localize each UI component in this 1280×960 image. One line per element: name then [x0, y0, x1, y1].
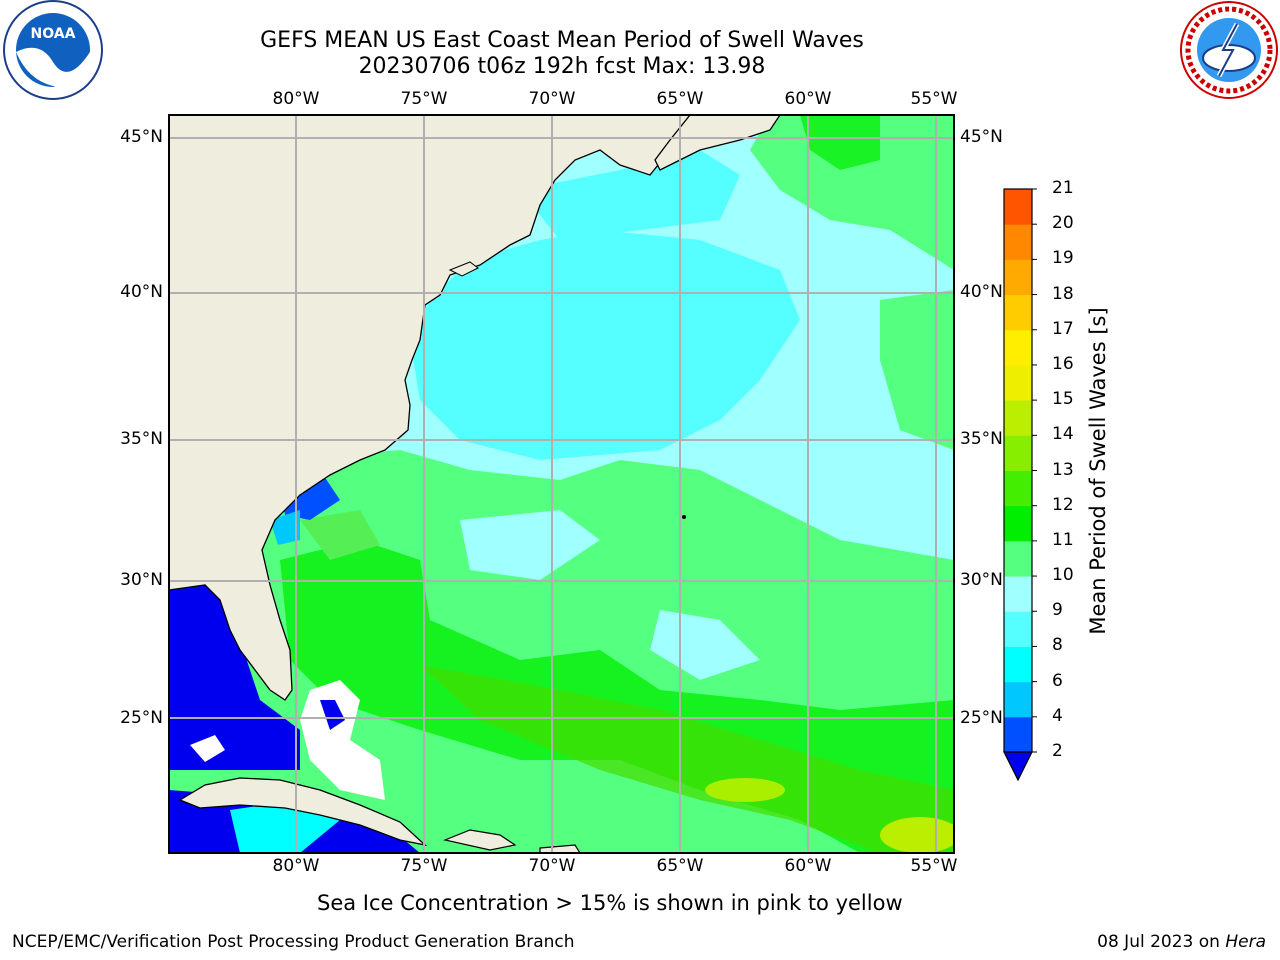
swell-zone-13-14 — [880, 817, 954, 853]
lat-tick-left: 45°N — [120, 127, 163, 147]
colorbar-segment — [1004, 364, 1032, 401]
footer-date: 08 Jul 2023 on Hera — [1097, 932, 1266, 952]
lon-tick-top: 80°W — [272, 89, 320, 109]
lon-tick-bottom: 60°W — [784, 856, 832, 876]
lat-tick-right: 35°N — [960, 429, 1003, 449]
lat-tick-left: 30°N — [120, 570, 163, 590]
lon-tick-top: 60°W — [784, 89, 832, 109]
lon-tick-top: 65°W — [656, 89, 704, 109]
colorbar-tick-label: 8 — [1052, 635, 1063, 656]
map-title: GEFS MEAN US East Coast Mean Period of S… — [260, 28, 864, 53]
colorbar-segment — [1004, 435, 1032, 471]
lon-tick-bottom: 70°W — [528, 856, 576, 876]
swell-zone-12-13 — [705, 778, 785, 802]
swell-zone-northeast — [750, 115, 954, 270]
colorbar-tick-label: 10 — [1052, 565, 1074, 586]
lat-tick-left: 40°N — [120, 282, 163, 302]
colorbar-tick-label: 19 — [1052, 248, 1074, 269]
colorbar-segment — [1004, 716, 1032, 753]
colorbar-segment — [1004, 611, 1032, 647]
colorbar-segment — [1004, 470, 1032, 507]
footer-date-text: 08 Jul 2023 on — [1097, 932, 1226, 952]
colorbar-tick-label: 12 — [1052, 494, 1074, 515]
noaa-logo: NOAA — [3, 0, 103, 100]
footer-machine: Hera — [1225, 932, 1266, 952]
lat-tick-right: 45°N — [960, 127, 1003, 147]
colorbar-segment — [1004, 329, 1032, 366]
colorbar-segment — [1004, 646, 1032, 683]
colorbar-segment — [1004, 400, 1032, 436]
bahamas-shallows — [300, 680, 385, 800]
map-subtitle: 20230706 t06z 192h fcst Max: 13.98 — [358, 54, 766, 79]
colorbar-segment — [1004, 576, 1032, 612]
sea-ice-caption: Sea Ice Concentration > 15% is shown in … — [317, 891, 903, 915]
colorbar-tick-label: 2 — [1052, 741, 1063, 761]
colorbar-segment — [1004, 294, 1032, 331]
lon-tick-top: 75°W — [400, 89, 448, 109]
lat-tick-right: 25°N — [960, 708, 1003, 728]
colorbar-segment — [1004, 259, 1032, 296]
colorbar-tick-label: 21 — [1052, 178, 1074, 198]
bermuda — [682, 515, 686, 519]
colorbar-tick-label: 9 — [1052, 600, 1063, 621]
graticule — [169, 115, 954, 853]
colorbar-tick-label: 15 — [1052, 389, 1074, 410]
colorbar-segment — [1004, 681, 1032, 718]
lat-tick-right: 30°N — [960, 570, 1003, 590]
colorbar — [1003, 188, 1037, 782]
colorbar-tick-label: 17 — [1052, 318, 1074, 339]
colorbar-tick-label: 20 — [1052, 213, 1074, 234]
colorbar-tick-label: 6 — [1052, 670, 1063, 691]
gulf-low-period — [169, 580, 300, 770]
land-maritimes — [654, 115, 781, 171]
colorbar-under-arrow — [1003, 751, 1033, 782]
swell-zone-11-12 — [420, 665, 954, 853]
lon-tick-bottom: 80°W — [272, 856, 320, 876]
colorbar-tick-label: 11 — [1052, 529, 1074, 550]
lat-tick-right: 40°N — [960, 282, 1003, 302]
colorbar-tick-label: 18 — [1052, 283, 1074, 304]
footer-credit: NCEP/EMC/Verification Post Processing Pr… — [12, 932, 575, 952]
colorbar-segment — [1004, 505, 1032, 542]
lon-tick-top: 55°W — [910, 89, 958, 109]
colorbar-segment — [1004, 189, 1032, 225]
nws-logo — [1180, 1, 1278, 99]
lon-tick-bottom: 65°W — [656, 856, 704, 876]
colorbar-tick-label: 4 — [1052, 705, 1063, 726]
map-plot-area — [169, 115, 954, 853]
lat-tick-left: 35°N — [120, 429, 163, 449]
colorbar-tick-label: 14 — [1052, 424, 1074, 445]
map-frame — [168, 114, 955, 854]
land-us-coast — [169, 115, 691, 701]
colorbar-tick-label: 13 — [1052, 459, 1074, 480]
lon-tick-bottom: 75°W — [400, 856, 448, 876]
colorbar-segment — [1004, 540, 1032, 577]
lon-tick-bottom: 55°W — [910, 856, 958, 876]
lon-tick-top: 70°W — [528, 89, 576, 109]
noaa-logo-text: NOAA — [31, 26, 76, 42]
colorbar-title: Mean Period of Swell Waves [s] — [1086, 307, 1110, 635]
colorbar-segment — [1004, 224, 1032, 260]
lat-tick-left: 25°N — [120, 708, 163, 728]
colorbar-tick-label: 16 — [1052, 353, 1074, 374]
swell-zone-6-8 — [410, 230, 800, 460]
